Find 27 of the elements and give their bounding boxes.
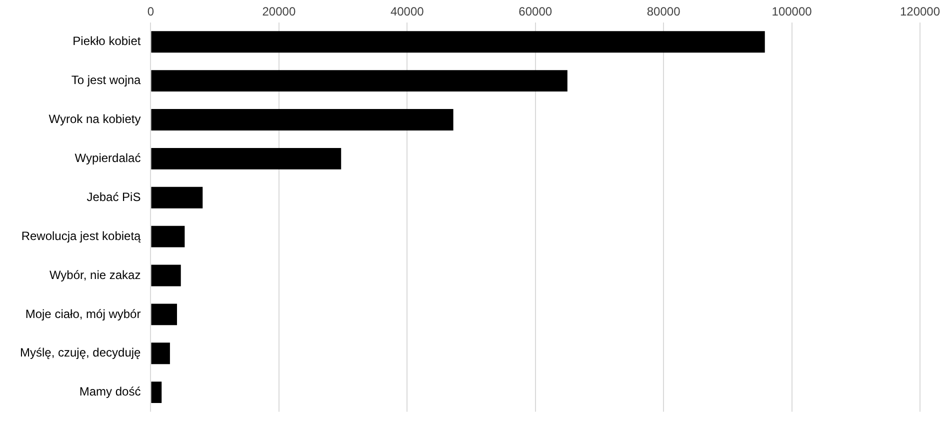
y-tick-label: Wypierdalać (74, 151, 141, 166)
y-tick-label: Rewolucja jest kobietą (21, 228, 142, 243)
x-tick-label: 80000 (646, 4, 681, 19)
y-tick-label: Myślę, czuję, decyduję (20, 346, 142, 360)
x-tick-label: 40000 (390, 4, 424, 19)
x-tick-label: 100000 (772, 4, 812, 19)
y-tick-label: Wyrok na kobiety (48, 112, 141, 126)
x-tick-label: 60000 (518, 4, 552, 19)
y-tick-label: To jest wojna (71, 73, 142, 88)
y-tick-label: Wybór, nie zakaz (49, 268, 141, 282)
bar (151, 148, 342, 170)
bar (151, 70, 568, 92)
bar (151, 382, 162, 404)
bar (151, 109, 454, 130)
y-tick-label: Moje ciało, mój wybór (25, 306, 141, 321)
bar (151, 226, 185, 248)
bar (151, 31, 765, 53)
y-tick-label: Piekło kobiet (72, 34, 142, 48)
x-tick-label: 20000 (262, 4, 296, 19)
x-tick-label: 0 (147, 4, 154, 19)
bar (151, 304, 178, 326)
x-tick-label: 120000 (900, 4, 940, 19)
y-tick-label: Jebać PiS (86, 190, 141, 204)
bar (151, 342, 170, 364)
y-tick-label: Mamy dość (79, 384, 141, 399)
bar (151, 186, 203, 208)
bar (151, 264, 181, 286)
